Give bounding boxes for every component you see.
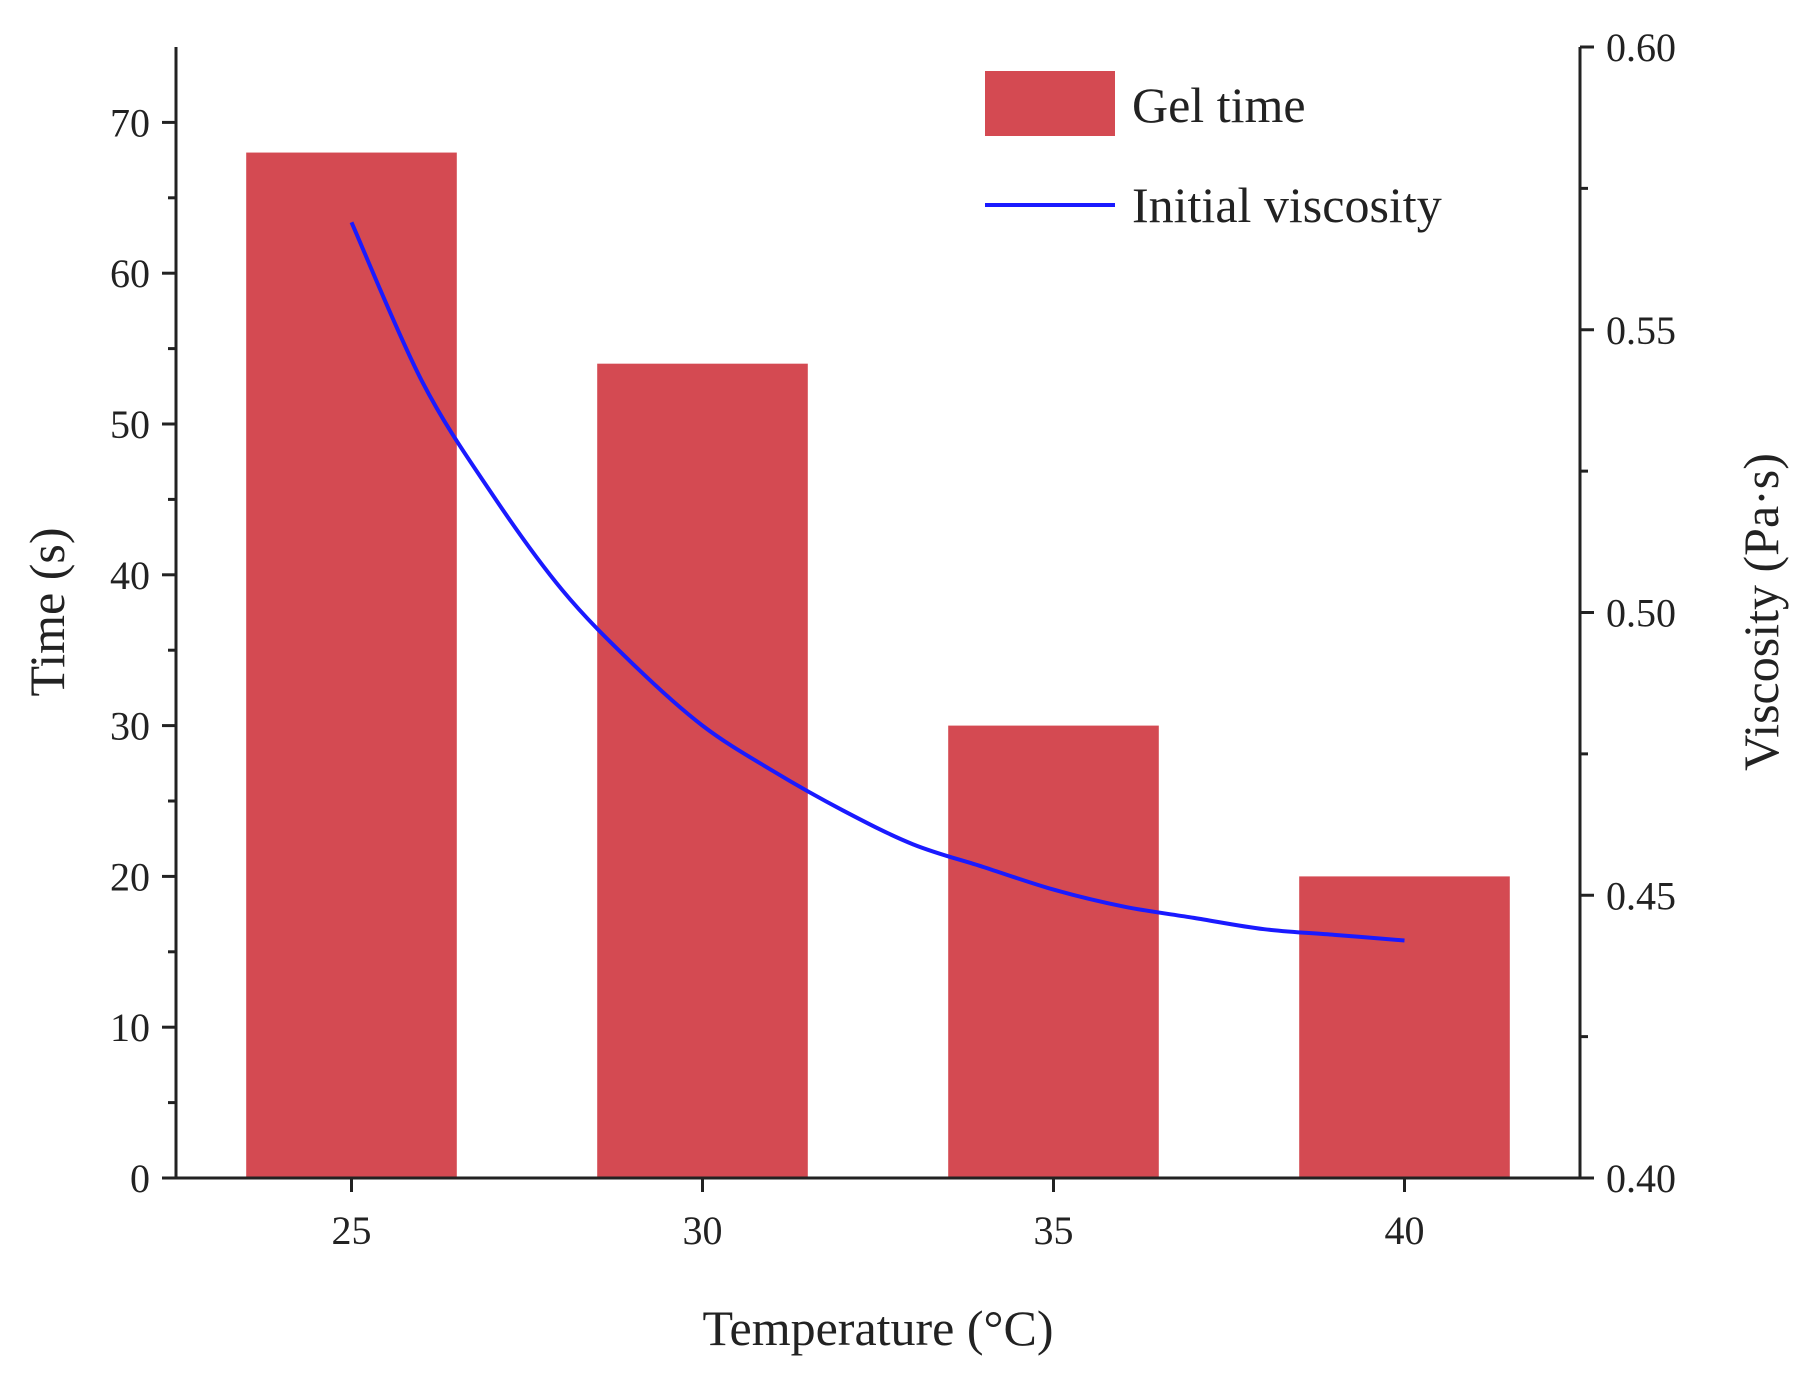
y2-tick-label-0.60: 0.60 [1606,25,1676,70]
y-tick-label-20: 20 [110,854,150,899]
y-tick-label-0: 0 [130,1156,150,1201]
bar-gel-time-35 [948,725,1159,1178]
x-axis-title: Temperature (°C) [702,1300,1053,1356]
right-y-ticks: 0.40 0.45 0.50 0.55 0.60 [1580,25,1676,1201]
y2-tick-label-0.45: 0.45 [1606,873,1676,918]
legend-gel-time-swatch [985,71,1115,136]
y-axis-title: Time (s) [19,527,75,696]
bars-group [246,152,1510,1178]
y-tick-label-70: 70 [110,100,150,145]
legend-gel-time-label: Gel time [1132,77,1306,133]
y2-tick-label-0.55: 0.55 [1606,308,1676,353]
x-tick-label-30: 30 [683,1208,723,1253]
y-tick-label-50: 50 [110,402,150,447]
legend: Gel time Initial viscosity [985,71,1442,233]
y-tick-label-40: 40 [110,553,150,598]
y-tick-label-10: 10 [110,1005,150,1050]
x-ticks: 25 30 35 40 [332,1178,1425,1253]
bar-gel-time-40 [1299,876,1510,1178]
y-tick-label-60: 60 [110,251,150,296]
left-y-ticks: 0 10 20 30 40 50 60 70 [110,100,176,1201]
initial-viscosity-line [349,221,1405,943]
x-tick-label-35: 35 [1034,1208,1074,1253]
y-tick-label-30: 30 [110,704,150,749]
y2-tick-label-0.50: 0.50 [1606,591,1676,636]
y2-tick-label-0.40: 0.40 [1606,1156,1676,1201]
y2-axis-title: Viscosity (Pa·s) [1733,453,1789,771]
bar-gel-time-25 [246,152,457,1178]
x-tick-label-40: 40 [1385,1208,1425,1253]
legend-initial-viscosity-label: Initial viscosity [1132,177,1442,233]
x-tick-label-25: 25 [332,1208,372,1253]
